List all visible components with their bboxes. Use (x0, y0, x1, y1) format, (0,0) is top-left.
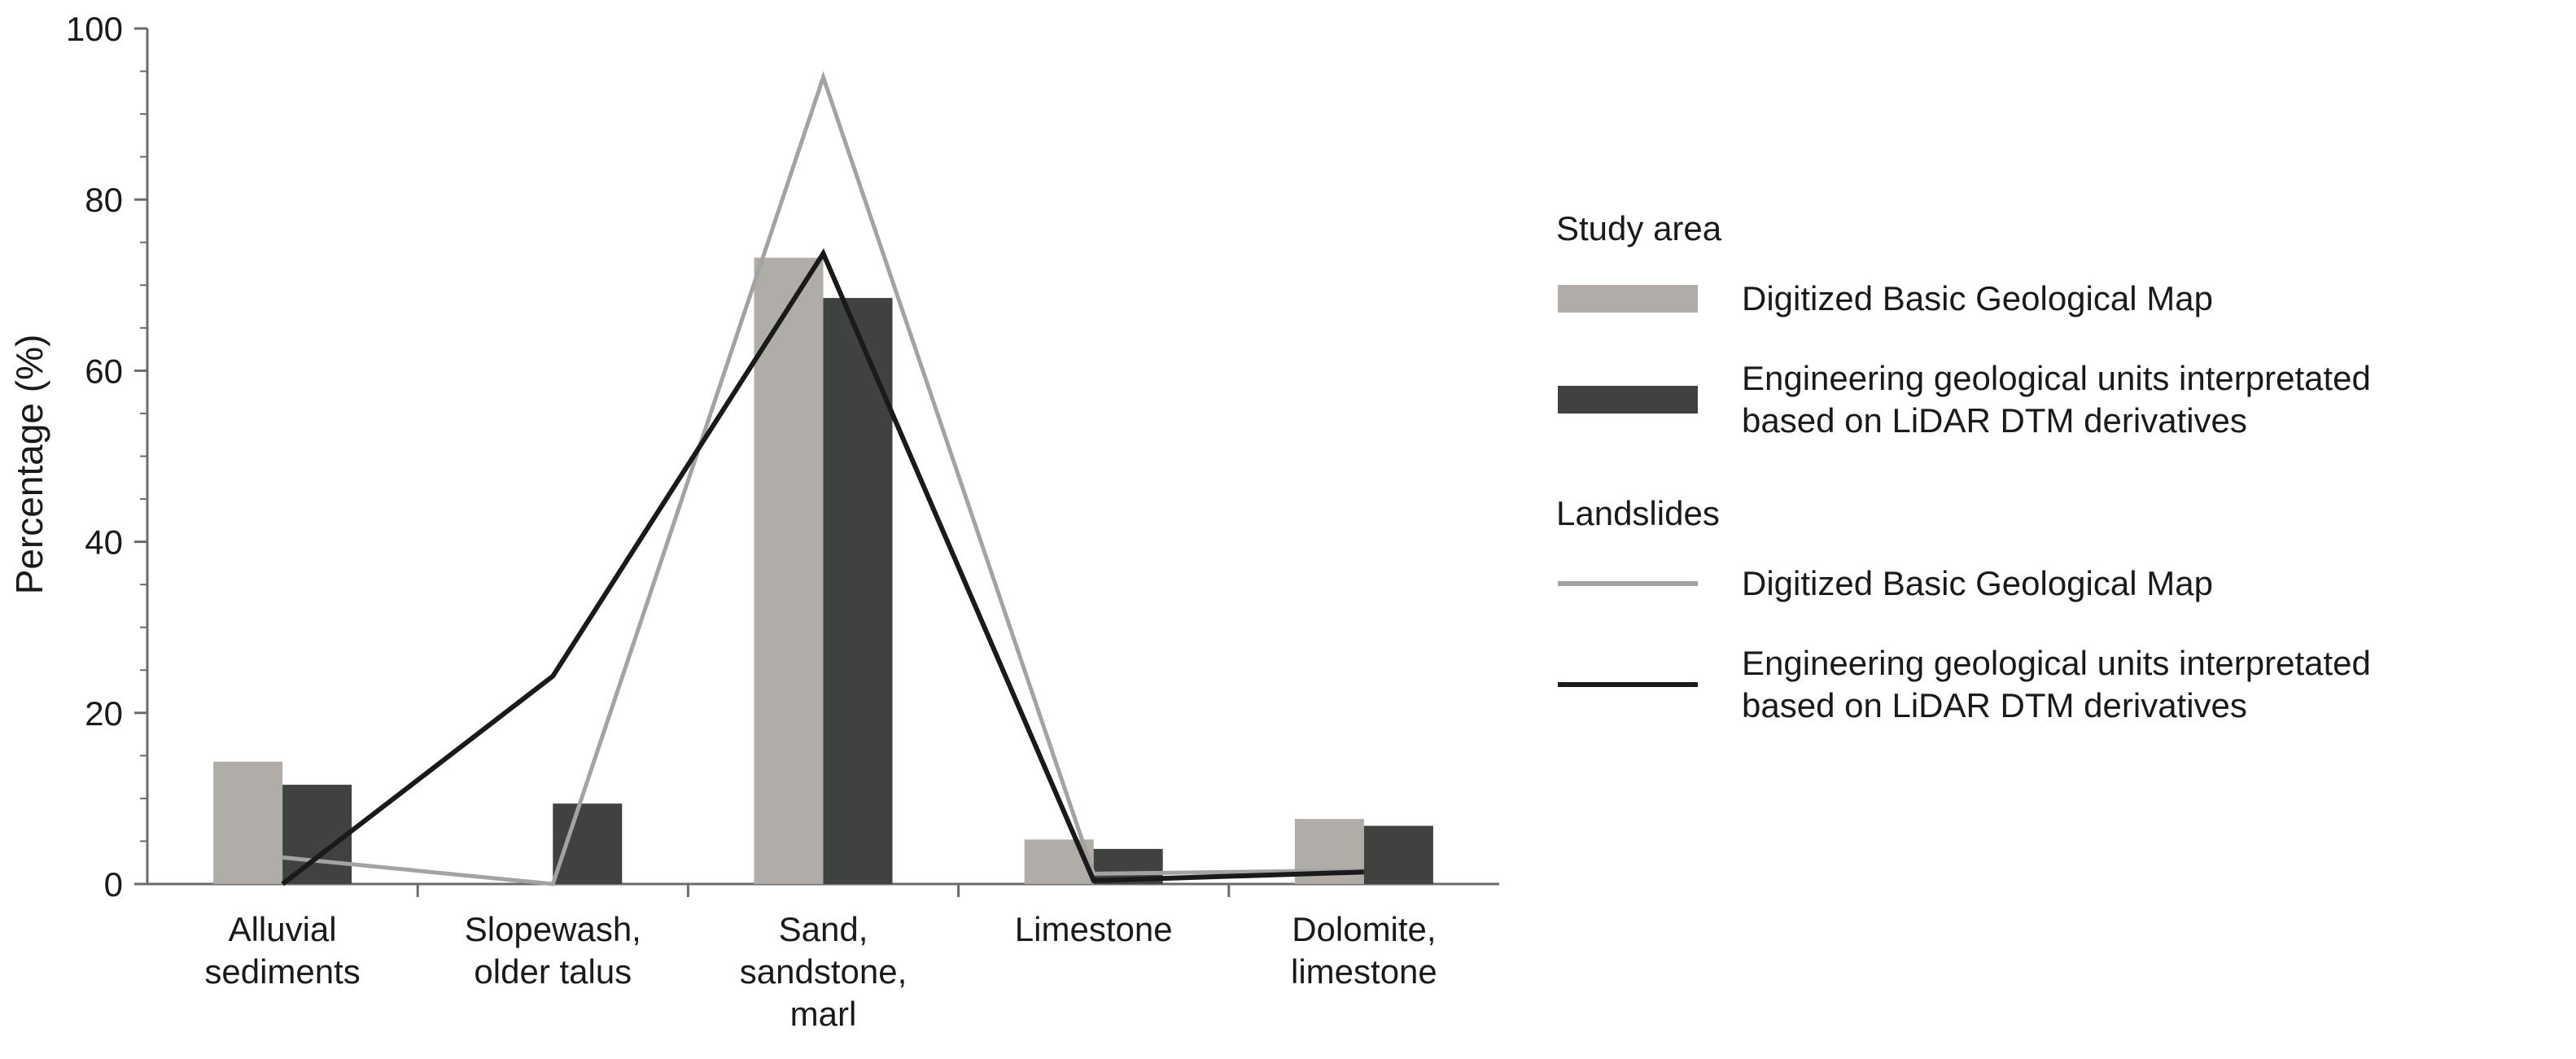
y-tick-label: 100 (66, 10, 123, 48)
category-label-line: Alluvial (229, 910, 337, 948)
category-label: Slopewash, older talus (465, 910, 641, 991)
category-label-line: sandstone, (740, 952, 908, 991)
axes: 0 20 40 60 80 100 Percentage (%) (8, 10, 1499, 904)
legend-entry-line: Engineering geological units interpretat… (1742, 359, 2371, 397)
legend-heading: Study area (1556, 209, 1722, 247)
bar (213, 761, 283, 884)
category-label: Alluvial sediments (204, 910, 360, 991)
legend-entry: Engineering geological units interpretat… (1742, 644, 2371, 724)
legend-entry: Digitized Basic Geological Map (1742, 279, 2213, 317)
legend-entry-line: Digitized Basic Geological Map (1742, 279, 2213, 317)
category-label-line: Slopewash, (465, 910, 641, 948)
y-axis-label: Percentage (%) (8, 335, 50, 595)
y-tick-label: 20 (85, 694, 123, 733)
legend-entry-line: Engineering geological units interpretat… (1742, 644, 2371, 682)
bar (754, 257, 824, 885)
legend: Study area Digitized Basic Geological Map… (1556, 209, 2371, 724)
bar (1363, 825, 1433, 884)
legend-heading: Landslides (1556, 494, 1720, 532)
category-label-line: marl (790, 995, 857, 1033)
y-tick-label: 60 (85, 352, 123, 390)
legend-swatch (1558, 386, 1698, 414)
bar (553, 803, 623, 884)
bar (1024, 839, 1094, 884)
y-tick-label: 80 (85, 181, 123, 219)
category-label: Sand, sandstone, marl (740, 910, 908, 1033)
bar (823, 298, 893, 884)
series-line (282, 71, 1364, 886)
lines (281, 71, 1364, 886)
category-label-line: Limestone (1015, 910, 1173, 948)
series-line (281, 248, 1364, 886)
category-label-line: Sand, (779, 910, 868, 948)
category-labels: Alluvial sediments Slopewash, older talus Sa… (204, 910, 1437, 1033)
category-label: Limestone (1015, 910, 1173, 948)
y-tick-label: 40 (85, 523, 123, 562)
category-label-line: sediments (204, 952, 360, 991)
legend-entry: Digitized Basic Geological Map (1742, 564, 2213, 602)
y-tick-label: 0 (104, 865, 123, 904)
legend-swatch (1558, 285, 1698, 313)
legend-entry: Engineering geological units interpretat… (1742, 359, 2371, 440)
legend-entry-line: Digitized Basic Geological Map (1742, 564, 2213, 602)
category-label-line: older talus (474, 952, 632, 991)
bar (282, 785, 352, 884)
bars (213, 257, 1433, 885)
category-label: Dolomite, limestone (1291, 910, 1437, 991)
legend-entry-line: based on LiDAR DTM derivatives (1742, 686, 2247, 724)
legend-entry-line: based on LiDAR DTM derivatives (1742, 401, 2247, 440)
category-label-line: limestone (1291, 952, 1437, 991)
category-label-line: Dolomite, (1292, 910, 1436, 948)
